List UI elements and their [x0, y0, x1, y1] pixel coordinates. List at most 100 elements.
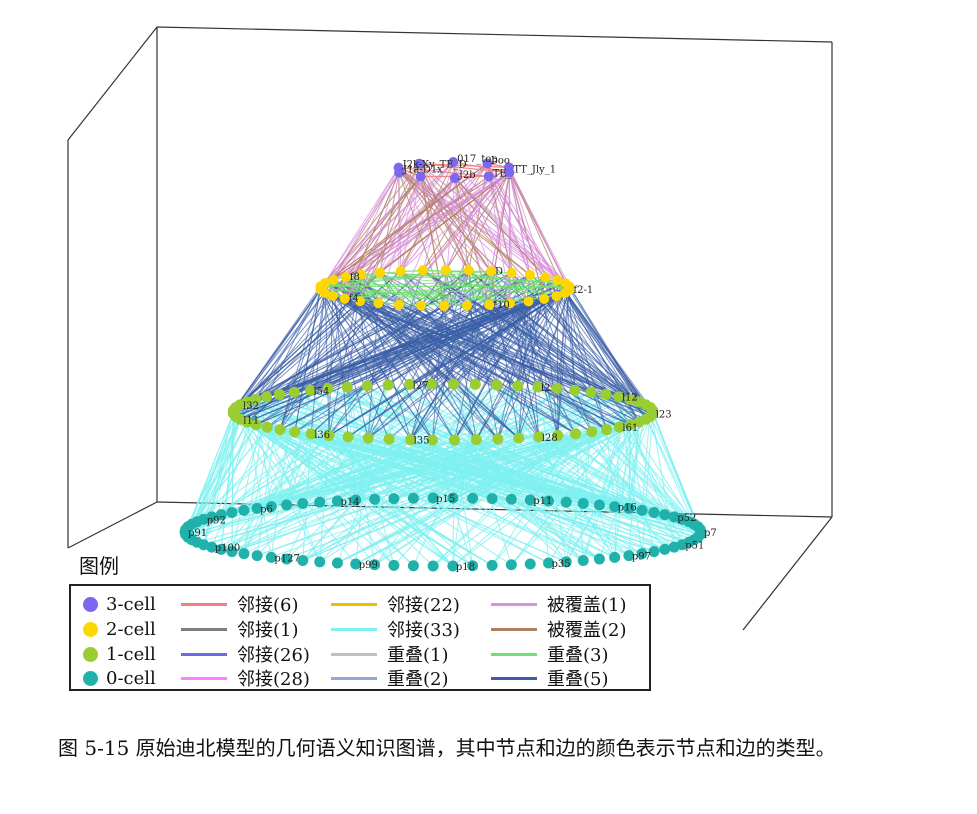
graph-node-3cell: [449, 172, 460, 183]
graph-edge: [488, 304, 631, 426]
graph-node-1cell: [569, 384, 581, 396]
graph-node-0cell: [350, 494, 362, 506]
graph-edge: [398, 167, 566, 294]
graph-edge: [324, 163, 488, 284]
edge-line-icon: [181, 676, 227, 680]
graph-node-0cell: [593, 553, 605, 565]
graph-edge: [398, 172, 445, 307]
graph-node-3cell: [415, 171, 426, 182]
graph-edge: [468, 270, 490, 306]
graph-node-1cell: [342, 431, 354, 443]
graph-edge: [474, 272, 513, 385]
graph-edge: [246, 279, 334, 403]
graph-edge: [361, 171, 510, 276]
graph-node-1cell: [447, 378, 459, 390]
graph-node-label: p11: [533, 496, 552, 507]
graph-node-2cell: [375, 267, 386, 278]
graph-node-1cell: [533, 431, 545, 443]
knowledge-graph-figure: TT_Jly_1TE_ J2b J1a-D1xJ2k-Xy_TE_D017_topb…: [67, 26, 833, 631]
graph-node-0cell: [659, 509, 671, 521]
legend-node-0cell: 0-cell: [83, 666, 156, 690]
graph-edge: [279, 302, 379, 430]
graph-node-0cell: [593, 499, 605, 511]
graph-node-2cell: [540, 272, 551, 283]
graph-edge: [345, 276, 631, 426]
graph-node-label: p35: [552, 559, 571, 570]
graph-edge: [255, 424, 683, 546]
graph-edge: [618, 426, 701, 530]
graph-edge: [419, 162, 510, 174]
graph-edge: [320, 176, 421, 287]
graph-edge: [203, 389, 575, 520]
graph-edge: [488, 304, 631, 400]
graph-node-1cell: [470, 434, 482, 446]
graph-edge: [337, 426, 620, 564]
graph-edge: [328, 434, 701, 536]
graph-node-0cell: [659, 543, 671, 555]
graph-edge: [235, 415, 395, 500]
graph-node-1cell: [288, 386, 300, 398]
graph-edge: [454, 177, 546, 278]
edge-line-icon: [181, 602, 227, 606]
graph-node-label: l27: [413, 380, 429, 391]
node-labels: TT_Jly_1TE_ J2b J1a-D1xJ2k-Xy_TE_D017_topb…: [188, 154, 717, 573]
graph-node-1cell: [613, 391, 625, 403]
graph-edge: [320, 272, 381, 287]
graph-edge: [360, 279, 558, 302]
graph-edge: [246, 421, 567, 563]
legend-edge: 重叠(3): [491, 642, 609, 666]
graph-edge: [508, 167, 566, 284]
graph-edge: [255, 424, 643, 555]
graph-edge: [320, 175, 490, 290]
graph-edge: [452, 161, 468, 306]
legend-edge: 重叠(1): [331, 642, 449, 666]
graph-node-2cell: [484, 299, 495, 310]
graph-node-label: p99: [359, 560, 378, 571]
graph-edge: [379, 272, 498, 386]
graph-node-label: l35: [414, 436, 430, 447]
graph-edge: [452, 385, 519, 499]
edge-line-icon: [331, 652, 377, 656]
graph-edge: [641, 410, 654, 554]
edge-line-icon: [181, 627, 227, 631]
graph-edge: [393, 388, 558, 566]
graph-edge: [490, 172, 510, 272]
graph-edge: [310, 433, 454, 567]
graph-edge: [320, 161, 454, 290]
graph-edge: [328, 295, 334, 436]
graph-node-label: D: [495, 266, 503, 277]
graph-edge: [235, 282, 326, 408]
graph-edge: [418, 163, 492, 272]
graph-edge: [220, 386, 539, 550]
graph-edge: [333, 279, 576, 435]
graph-edge: [378, 302, 499, 440]
graph-node-3cell: [483, 171, 494, 182]
edge-line-icon: [491, 627, 537, 631]
graph-edge: [628, 421, 640, 509]
graph-node-3cell: [448, 157, 459, 168]
figure-caption: 图 5-15 原始迪北模型的几何语义知识图谱，其中节点和边的颜色表示节点和边的类…: [58, 736, 836, 760]
graph-node-1cell: [448, 434, 460, 446]
graph-edge: [240, 305, 445, 420]
graph-edge: [187, 404, 241, 538]
legend-edge-label: 重叠(5): [547, 669, 609, 690]
graph-edge: [319, 289, 348, 388]
graph-node-0cell: [388, 493, 400, 505]
graph-edge: [649, 407, 675, 548]
graph-edge: [293, 391, 600, 560]
graph-edge: [422, 269, 592, 393]
graph-node-1cell: [512, 380, 524, 392]
graph-edge: [235, 416, 288, 506]
legend-node-label: 2-cell: [106, 618, 156, 640]
graph-edge: [508, 167, 546, 278]
node-0cell-icon: [83, 670, 98, 686]
graph-edge: [231, 391, 592, 513]
graph-node-0cell: [427, 560, 439, 572]
graph-edge: [509, 302, 653, 411]
graph-node-2cell: [552, 275, 563, 286]
graph-node-label: p92: [207, 515, 226, 526]
legend-edge: 重叠(2): [331, 666, 449, 690]
legend-node-label: 1-cell: [106, 643, 156, 665]
graph-node-label: J1a-D1x: [402, 165, 443, 176]
graph-edge: [452, 161, 490, 305]
